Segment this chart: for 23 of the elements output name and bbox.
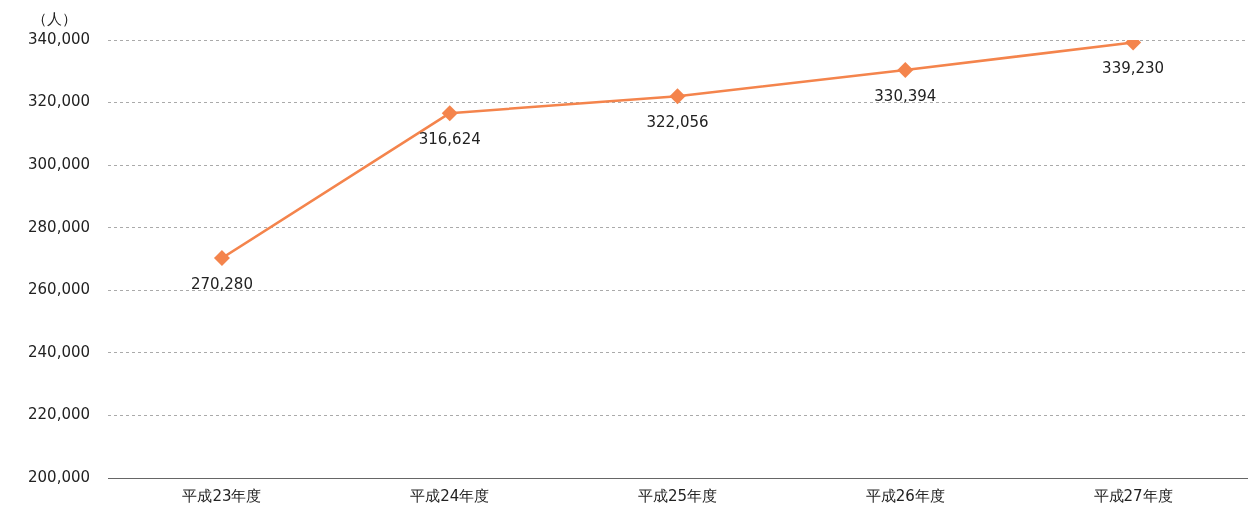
point <box>213 250 230 267</box>
x-tick-label: 平成23年度 <box>182 486 262 505</box>
data-label: 316,624 <box>418 130 481 149</box>
x-tick-label: 平成24年度 <box>410 486 490 505</box>
y-tick-label: 340,000 <box>28 29 91 48</box>
y-tick-label: 320,000 <box>28 92 91 111</box>
y-tick-label: 300,000 <box>28 155 91 174</box>
y-axis-title: （人） <box>32 9 77 28</box>
point <box>441 105 458 122</box>
y-tick-label: 280,000 <box>28 217 91 236</box>
y-tick-label: 240,000 <box>28 342 91 361</box>
data-label: 330,394 <box>874 86 937 105</box>
data-label: 339,230 <box>1102 59 1165 78</box>
data-label: 270,280 <box>190 275 253 294</box>
x-tick-label: 平成27年度 <box>1093 486 1173 505</box>
point <box>897 62 914 79</box>
point <box>669 88 686 105</box>
y-tick-label: 200,000 <box>28 467 91 486</box>
x-tick-label: 平成26年度 <box>865 486 945 505</box>
y-tick-label: 220,000 <box>28 405 91 424</box>
x-tick-label: 平成25年度 <box>637 486 718 505</box>
data-label: 322,056 <box>646 113 709 132</box>
y-tick-label: 260,000 <box>28 280 91 299</box>
